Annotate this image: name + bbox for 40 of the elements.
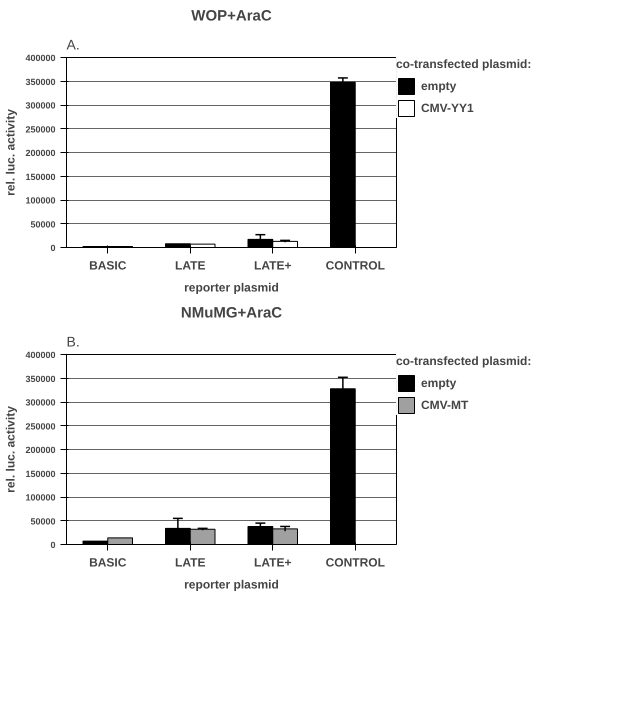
chart-title: NMuMG+AraC bbox=[180, 304, 282, 322]
y-tick-label: 400000 bbox=[25, 350, 56, 360]
y-tick-label: 350000 bbox=[25, 76, 56, 87]
y-tick-label: 150000 bbox=[25, 172, 56, 182]
x-tick-label: LATE bbox=[175, 556, 206, 570]
x-tick-label: LATE+ bbox=[254, 258, 292, 272]
y-tick-label: 0 bbox=[50, 540, 56, 550]
y-tick-label: 350000 bbox=[25, 374, 56, 384]
y-tick-label: 100000 bbox=[25, 492, 56, 502]
text: B. bbox=[66, 334, 80, 350]
legend-label: CMV-MT bbox=[421, 398, 468, 412]
y-tick-label: 250000 bbox=[25, 124, 56, 134]
x-axis-title: reporter plasmid bbox=[184, 280, 279, 294]
x-tick-label: CONTROL bbox=[326, 556, 385, 570]
legend-title: co-transfected plasmid: bbox=[396, 57, 532, 71]
x-tick-label: BASIC bbox=[89, 258, 127, 272]
x-tick-label: LATE+ bbox=[254, 556, 292, 570]
legend-label: empty bbox=[421, 376, 456, 390]
legend-label: empty bbox=[421, 79, 456, 93]
chart-title: WOP+AraC bbox=[191, 8, 272, 24]
y-tick-label: 50000 bbox=[30, 219, 56, 230]
legend-title: co-transfected plasmid: bbox=[396, 354, 532, 368]
x-tick-label: BASIC bbox=[89, 556, 127, 570]
y-tick-label: 250000 bbox=[25, 421, 56, 432]
y-tick-label: 150000 bbox=[25, 468, 56, 479]
y-tick-label: 0 bbox=[50, 243, 56, 253]
y-tick-label: 200000 bbox=[25, 148, 56, 158]
x-axis-title: reporter plasmid bbox=[184, 578, 279, 592]
y-tick-label: 100000 bbox=[25, 196, 56, 206]
y-axis-title: rel. luc. activity bbox=[3, 108, 18, 196]
x-tick-label: CONTROL bbox=[326, 258, 385, 272]
y-tick-label: 200000 bbox=[25, 445, 56, 455]
x-tick-label: LATE bbox=[175, 258, 206, 272]
legend-label: CMV-YY1 bbox=[421, 101, 474, 115]
y-tick-label: 300000 bbox=[25, 100, 56, 110]
text: A. bbox=[66, 36, 80, 52]
y-tick-label: 50000 bbox=[30, 516, 56, 526]
y-tick-label: 300000 bbox=[25, 398, 56, 408]
y-axis-title: rel. luc. activity bbox=[3, 406, 18, 493]
y-tick-label: 400000 bbox=[25, 53, 56, 63]
